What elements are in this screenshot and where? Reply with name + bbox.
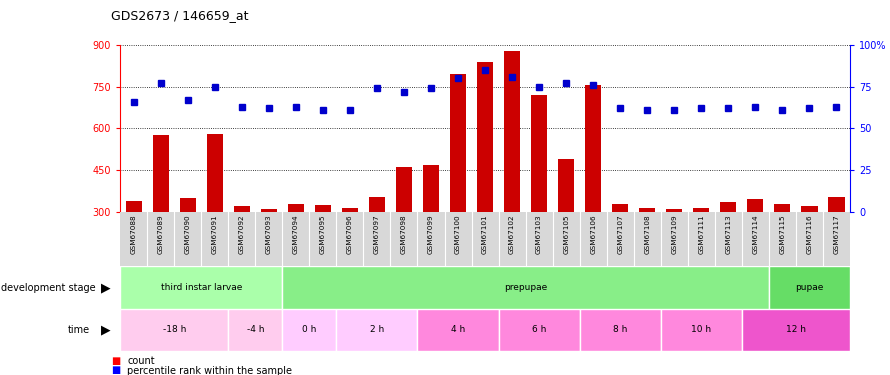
Text: ▶: ▶ — [101, 324, 110, 336]
Bar — [612, 204, 628, 296]
Text: GSM67101: GSM67101 — [482, 214, 488, 254]
Text: GSM67091: GSM67091 — [212, 214, 218, 254]
Bar — [423, 165, 439, 296]
Text: GSM67115: GSM67115 — [780, 214, 785, 254]
Text: GSM67105: GSM67105 — [563, 214, 569, 254]
Text: GSM67097: GSM67097 — [374, 214, 380, 254]
Text: GDS2673 / 146659_at: GDS2673 / 146659_at — [111, 9, 248, 22]
Text: GSM67090: GSM67090 — [185, 214, 190, 254]
Bar — [742, 309, 850, 351]
Text: ▶: ▶ — [101, 281, 110, 294]
Text: GSM67100: GSM67100 — [455, 214, 461, 254]
Text: GSM67113: GSM67113 — [725, 214, 732, 254]
Text: 8 h: 8 h — [613, 326, 627, 334]
Bar — [693, 208, 709, 296]
Bar — [120, 309, 228, 351]
Text: GSM67094: GSM67094 — [293, 214, 299, 254]
Text: GSM67117: GSM67117 — [833, 214, 839, 254]
Bar — [579, 309, 660, 351]
Text: count: count — [127, 356, 155, 366]
Text: GSM67107: GSM67107 — [617, 214, 623, 254]
Bar — [234, 206, 250, 296]
Bar — [417, 309, 498, 351]
Bar — [774, 204, 790, 296]
Text: GSM67106: GSM67106 — [590, 214, 596, 254]
Bar — [206, 134, 222, 296]
Text: 12 h: 12 h — [786, 326, 805, 334]
Bar — [368, 196, 385, 296]
Bar — [282, 266, 769, 309]
Bar — [498, 309, 579, 351]
Bar — [531, 95, 547, 296]
Text: prepupae: prepupae — [504, 284, 547, 292]
Bar — [585, 86, 602, 296]
Text: GSM67092: GSM67092 — [239, 214, 245, 254]
Text: 4 h: 4 h — [451, 326, 465, 334]
Text: GSM67109: GSM67109 — [671, 214, 677, 254]
Bar — [769, 266, 850, 309]
Text: GSM67098: GSM67098 — [401, 214, 407, 254]
Text: 6 h: 6 h — [532, 326, 546, 334]
Text: GSM67096: GSM67096 — [347, 214, 353, 254]
Text: GSM67088: GSM67088 — [131, 214, 137, 254]
Text: GSM67103: GSM67103 — [536, 214, 542, 254]
Text: development stage: development stage — [1, 283, 95, 293]
Text: ■: ■ — [111, 366, 120, 375]
Bar — [720, 202, 736, 296]
Bar — [287, 204, 304, 296]
Bar — [396, 167, 412, 296]
Bar — [315, 205, 331, 296]
Text: GSM67116: GSM67116 — [806, 214, 813, 254]
Bar — [336, 309, 417, 351]
Text: time: time — [68, 325, 90, 335]
Text: 2 h: 2 h — [370, 326, 384, 334]
Bar — [120, 266, 282, 309]
Text: third instar larvae: third instar larvae — [160, 284, 242, 292]
Bar — [666, 209, 683, 296]
Bar — [125, 201, 142, 296]
Bar — [261, 209, 277, 296]
Bar — [504, 51, 520, 296]
Text: GSM67093: GSM67093 — [266, 214, 271, 254]
Bar — [450, 74, 466, 296]
Text: -4 h: -4 h — [247, 326, 264, 334]
Text: GSM67099: GSM67099 — [428, 214, 434, 254]
Bar — [660, 309, 742, 351]
Bar — [228, 309, 282, 351]
Text: GSM67114: GSM67114 — [752, 214, 758, 254]
Text: percentile rank within the sample: percentile rank within the sample — [127, 366, 292, 375]
Bar — [342, 208, 358, 296]
Bar — [282, 309, 336, 351]
Text: 10 h: 10 h — [692, 326, 711, 334]
Bar — [801, 206, 818, 296]
Text: ■: ■ — [111, 356, 120, 366]
Bar — [477, 62, 493, 296]
Text: pupae: pupae — [796, 284, 823, 292]
Bar — [748, 200, 764, 296]
Bar — [639, 208, 655, 296]
Text: 0 h: 0 h — [303, 326, 317, 334]
Text: GSM67095: GSM67095 — [320, 214, 326, 254]
Text: GSM67111: GSM67111 — [699, 214, 704, 254]
Text: GSM67108: GSM67108 — [644, 214, 651, 254]
Text: GSM67089: GSM67089 — [158, 214, 164, 254]
Bar — [152, 135, 169, 296]
Bar — [180, 198, 196, 296]
Text: -18 h: -18 h — [163, 326, 186, 334]
Bar — [558, 159, 574, 296]
Bar — [829, 196, 845, 296]
Text: GSM67102: GSM67102 — [509, 214, 515, 254]
